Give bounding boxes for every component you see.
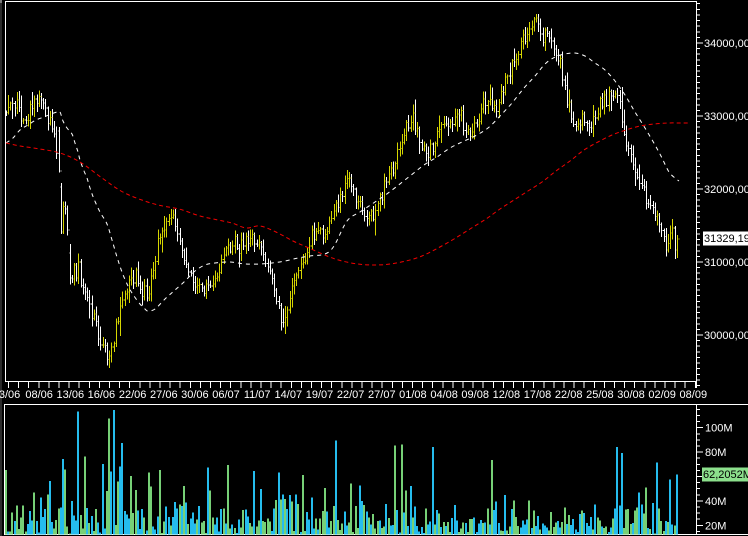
svg-text:40M: 40M [705,496,726,508]
svg-text:09/08: 09/08 [461,389,489,401]
svg-text:34000,00: 34000,00 [704,38,748,50]
svg-text:30/06: 30/06 [181,389,209,401]
svg-text:31329,19: 31329,19 [704,233,748,245]
svg-text:08/09: 08/09 [680,389,708,401]
svg-text:30000,00: 30000,00 [704,330,748,342]
svg-text:16/06: 16/06 [88,389,116,401]
svg-text:02/09: 02/09 [648,389,676,401]
svg-text:17/08: 17/08 [524,389,552,401]
svg-text:25/08: 25/08 [586,389,614,401]
svg-text:27/06: 27/06 [150,389,178,401]
svg-text:20M: 20M [705,520,726,532]
svg-text:12/08: 12/08 [493,389,521,401]
svg-text:19/07: 19/07 [306,389,334,401]
svg-text:22/08: 22/08 [555,389,583,401]
svg-text:14/07: 14/07 [275,389,303,401]
svg-text:27/07: 27/07 [368,389,396,401]
svg-text:22/06: 22/06 [119,389,147,401]
svg-text:62,2052M: 62,2052M [703,469,748,481]
svg-text:80M: 80M [705,447,726,459]
svg-text:22/07: 22/07 [337,389,365,401]
svg-text:03/06: 03/06 [0,389,20,401]
svg-text:31000,00: 31000,00 [704,257,748,269]
svg-text:01/08: 01/08 [399,389,427,401]
svg-text:13/06: 13/06 [57,389,85,401]
svg-text:100M: 100M [705,423,733,435]
svg-text:11/07: 11/07 [244,389,271,401]
svg-text:06/07: 06/07 [212,389,240,401]
svg-text:04/08: 04/08 [430,389,458,401]
svg-text:08/06: 08/06 [25,389,53,401]
svg-text:32000,00: 32000,00 [704,184,748,196]
svg-text:33000,00: 33000,00 [704,111,748,123]
svg-text:30/08: 30/08 [617,389,645,401]
